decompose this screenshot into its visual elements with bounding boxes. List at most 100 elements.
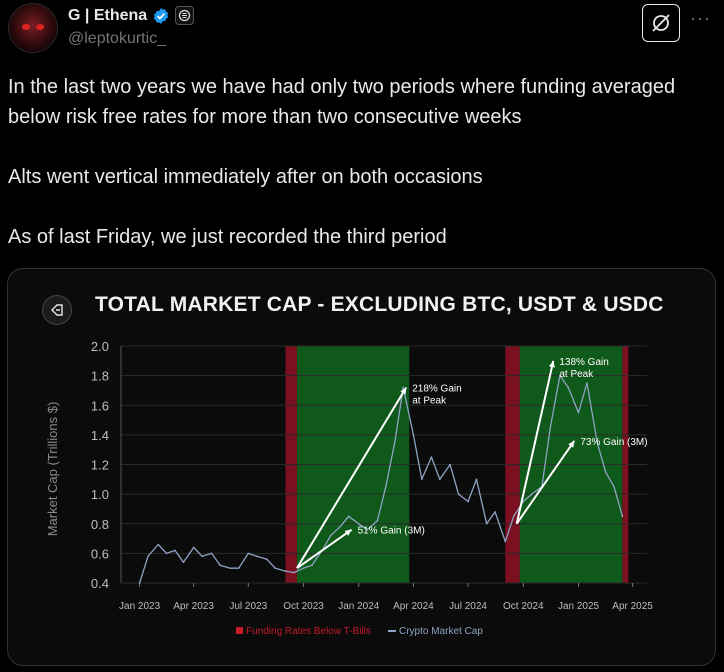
x-tick-label: Jan 2025: [558, 601, 600, 612]
series-point: [366, 528, 368, 531]
ethena-logo-icon: [42, 295, 72, 325]
annotation-label: at Peak: [412, 395, 447, 406]
x-tick-label: Jan 2023: [119, 601, 161, 612]
chart-series: [138, 374, 624, 584]
series-point: [430, 456, 433, 458]
series-point: [284, 570, 287, 572]
series-point: [247, 552, 250, 555]
author-handle[interactable]: @leptokurtic_: [68, 30, 167, 47]
x-tick-label: Jul 2024: [449, 601, 487, 612]
green-band-1: [519, 346, 623, 583]
more-options-icon[interactable]: ···: [690, 8, 711, 28]
tweet-paragraph-1: In the last two years we have had only t…: [8, 76, 676, 128]
series-point: [449, 463, 451, 466]
series-point: [138, 582, 141, 584]
avatar[interactable]: [8, 3, 58, 53]
tweet-media-card[interactable]: TOTAL MARKET CAP - EXCLUDING BTC, USDT &…: [7, 268, 716, 666]
y-tick-label: 1.6: [91, 398, 109, 413]
series-point: [567, 386, 570, 389]
series-point: [394, 441, 396, 444]
y-tick-label: 1.8: [91, 369, 109, 384]
series-point: [421, 478, 423, 481]
chart-y-ticks: 2.0 1.8 1.6 1.4 1.2 1.0 0.8 0.6 0.4: [91, 339, 109, 591]
annotation-arrowhead-3: [548, 360, 555, 368]
series-point: [357, 522, 360, 525]
series-point: [577, 411, 580, 414]
series-point: [192, 546, 195, 549]
y-tick-label: 2.0: [91, 339, 109, 354]
annotation-arrow-2: [515, 440, 576, 525]
green-band-0: [296, 346, 410, 583]
tweet-paragraph-3: As of last Friday, we just recorded the …: [8, 226, 447, 248]
series-point: [347, 515, 350, 518]
legend-label-funding: Funding Rates Below T-Bills: [246, 626, 371, 637]
author-name[interactable]: G | Ethena: [68, 6, 148, 24]
series-point: [329, 534, 332, 537]
series-point: [549, 426, 552, 429]
series-point: [182, 561, 185, 564]
chart-bands: [285, 346, 629, 583]
series-point: [485, 522, 488, 525]
series-point: [174, 549, 176, 552]
series-point: [475, 478, 478, 481]
annotation-label: 218% Gain: [412, 383, 461, 394]
y-tick-label: 1.0: [91, 487, 109, 502]
y-tick-label: 1.4: [91, 428, 109, 443]
y-tick-label: 0.8: [91, 517, 109, 532]
chart-svg: 2.0 1.8 1.6 1.4 1.2 1.0 0.8 0.6 0.4 Jan 2023 Apr …: [45, 339, 653, 637]
annotation-arrowhead-0: [344, 529, 352, 536]
y-tick-label: 0.6: [91, 546, 109, 561]
series-point: [530, 493, 533, 495]
x-tick-label: Oct 2024: [503, 601, 544, 612]
series-point: [339, 525, 341, 528]
annotation-label: at Peak: [559, 369, 594, 380]
y-tick-label: 0.4: [91, 576, 109, 591]
series-point: [439, 478, 441, 481]
red-band-0: [285, 346, 297, 583]
chart-grid: [120, 345, 647, 584]
series-point: [541, 485, 543, 488]
affiliate-logo-icon[interactable]: [175, 6, 195, 25]
series-point: [604, 471, 607, 473]
series-point: [229, 567, 232, 569]
x-tick-label: Apr 2023: [173, 601, 214, 612]
series-point: [613, 485, 615, 488]
x-tick-label: Oct 2023: [283, 601, 324, 612]
annotation-arrow-3: [515, 360, 555, 524]
author-line: G | Ethena: [68, 6, 195, 25]
verified-badge-icon: [154, 7, 169, 24]
series-point: [255, 555, 258, 558]
grok-button[interactable]: [642, 4, 680, 42]
ethena-logo-glyph: [51, 304, 63, 316]
series-point: [559, 374, 561, 377]
annotation-arrow-0: [296, 528, 353, 570]
avatar-eye-right: [36, 24, 44, 30]
annotation-label: 138% Gain: [559, 357, 608, 368]
annotation-arrowhead-1: [400, 387, 407, 395]
series-line-crypto-market-cap: [138, 374, 624, 584]
grok-icon: [652, 14, 670, 32]
series-point: [512, 515, 515, 518]
x-tick-label: Apr 2024: [393, 601, 434, 612]
x-tick-label: Apr 2025: [612, 601, 653, 612]
affiliate-logo-glyph: [179, 9, 191, 22]
annotation-arrow-1: [296, 386, 408, 569]
x-tick-label: Jan 2024: [338, 601, 380, 612]
series-point: [467, 500, 469, 503]
tweet-paragraph-2: Alts went vertical immediately after on …: [8, 166, 483, 188]
series-point: [302, 567, 305, 569]
series-point: [274, 567, 277, 569]
y-tick-label: 1.2: [91, 458, 109, 473]
red-band-2: [622, 346, 629, 583]
series-point: [293, 571, 295, 574]
series-point: [457, 493, 460, 495]
legend-label-market-cap: Crypto Market Cap: [399, 626, 483, 637]
annotation-arrowhead-2: [568, 440, 575, 448]
series-point: [494, 511, 496, 513]
series-point: [210, 552, 213, 555]
series-point: [596, 441, 598, 444]
chart-title: TOTAL MARKET CAP - EXCLUDING BTC, USDT &…: [95, 293, 664, 316]
series-point: [157, 543, 160, 546]
series-point: [311, 564, 313, 567]
